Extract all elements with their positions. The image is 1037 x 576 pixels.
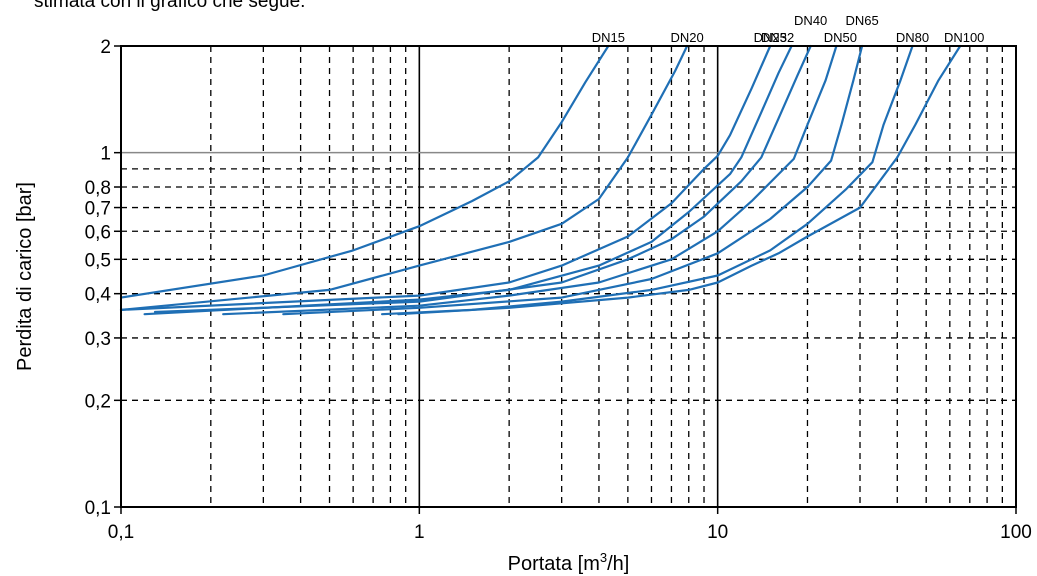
x-axis-title-end: /h] [607, 553, 629, 575]
intro-text: stimata con il grafico che segue: [34, 0, 306, 12]
series-line-dn25 [119, 44, 772, 311]
series-line-dn15 [119, 44, 610, 299]
y-tick-label: 0,1 [85, 498, 111, 519]
y-axis-title: Perdita di carico [bar] [14, 182, 36, 371]
series-label-dn100: DN100 [944, 30, 984, 45]
x-tick-label: 100 [1000, 522, 1032, 543]
series-label-dn50: DN50 [824, 30, 857, 45]
y-tick-label: 0,2 [85, 391, 111, 412]
series-line-dn20 [119, 44, 689, 311]
x-tick-label: 0,1 [108, 522, 134, 543]
y-tick-label: 0,6 [85, 222, 111, 243]
series-label-dn25: DN25 [754, 30, 787, 45]
x-axis-title-sup: 3 [600, 550, 607, 565]
y-tick-label: 0,3 [85, 329, 111, 350]
series-lines [119, 44, 962, 316]
series-label-dn80: DN80 [896, 30, 929, 45]
y-tick-label: 2 [100, 37, 111, 58]
y-tick-label: 0,7 [85, 199, 111, 220]
x-tick-label: 1 [414, 522, 425, 543]
series-label-dn32: DN32 [761, 30, 794, 45]
x-axis-title: Portata [m3/h] [508, 550, 630, 575]
series-label-dn15: DN15 [592, 30, 625, 45]
series-line-dn65 [282, 44, 864, 316]
series-line-dn40 [153, 44, 812, 314]
plot-frame [120, 45, 1017, 508]
y-tick-label: 0,4 [85, 285, 112, 306]
series-line-dn50 [222, 44, 838, 316]
series-line-dn100 [397, 44, 962, 316]
x-tick-label: 10 [707, 522, 728, 543]
y-tick-label: 0,5 [85, 250, 111, 271]
y-tick-label: 0,8 [85, 178, 111, 199]
series-label-dn20: DN20 [671, 30, 704, 45]
series-label-dn40: DN40 [794, 13, 827, 28]
y-tick-label: 1 [100, 144, 111, 165]
series-label-dn65: DN65 [846, 13, 879, 28]
x-axis-title-main: Portata [m [508, 553, 600, 575]
tick-labels: 0,1 1 10 100 0,1 0,2 0,3 0,4 0,5 0,60,70,8 1 2 [85, 37, 1032, 543]
series-line-dn80 [381, 44, 914, 316]
